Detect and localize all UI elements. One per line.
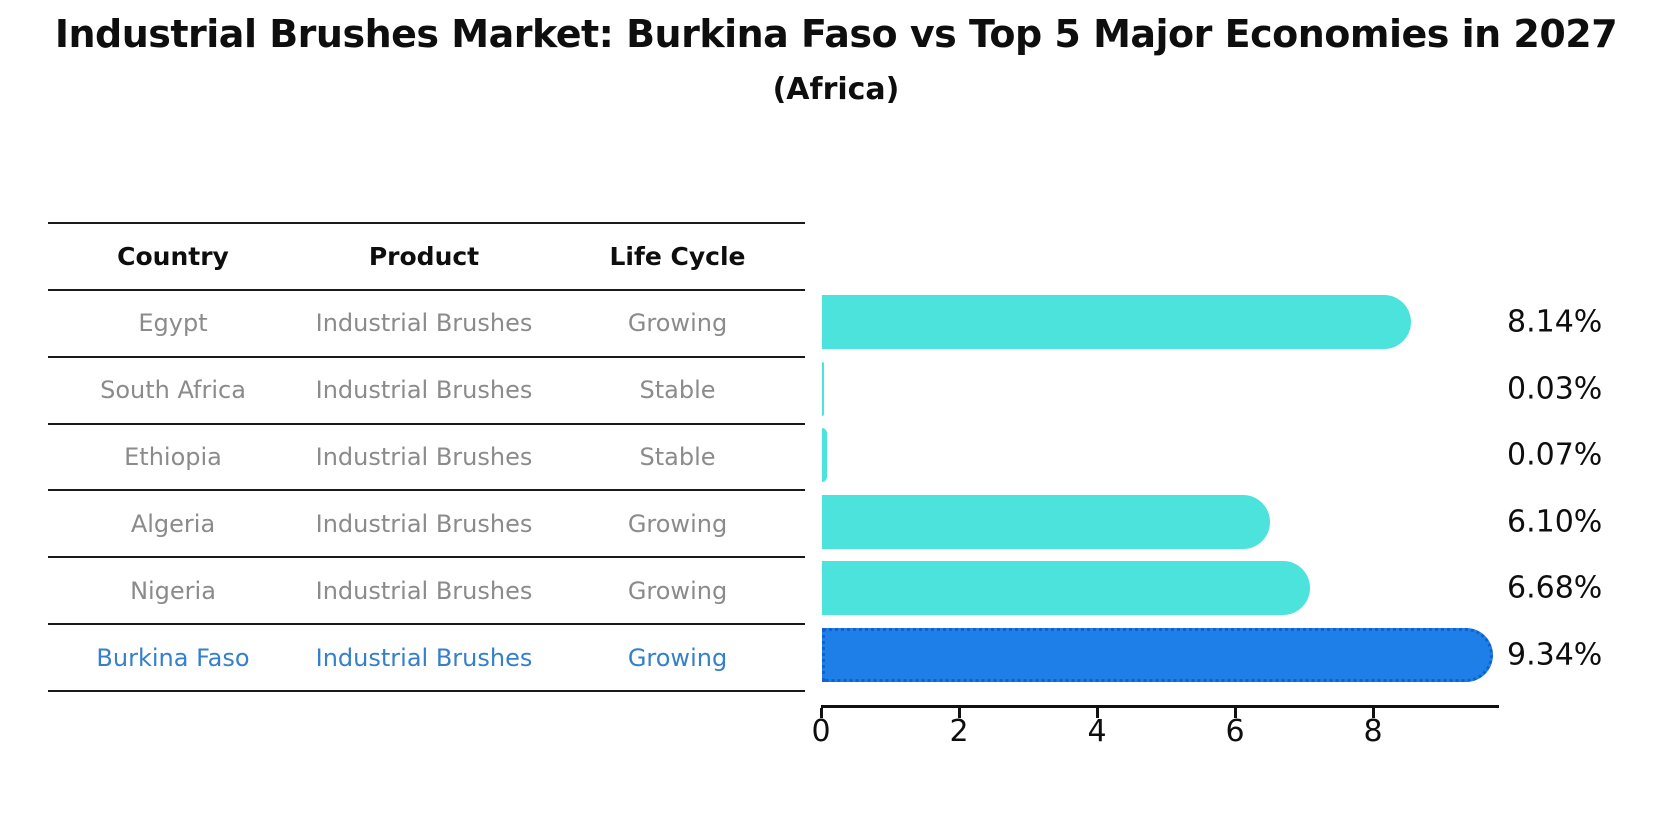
x-axis-tick-label: 6	[1225, 714, 1245, 749]
x-axis-line	[821, 705, 1499, 708]
life-cycle-cell: Growing	[627, 509, 728, 538]
table-row-ethiopia: Ethiopia Industrial Brushes Stable	[48, 422, 805, 490]
column-header-product: Product	[368, 241, 480, 271]
x-axis-tick	[819, 708, 823, 718]
bar-algeria	[822, 494, 1270, 549]
bar-value-label: 6.10%	[1507, 504, 1603, 539]
product-cell: Industrial Brushes	[315, 376, 533, 405]
table-row-nigeria: Nigeria Industrial Brushes Growing	[48, 556, 805, 623]
product-cell: Industrial Brushes	[315, 443, 533, 471]
bar-value-label: 0.07%	[1507, 437, 1603, 473]
country-cell: Egypt	[138, 309, 208, 338]
country-cell: Algeria	[130, 509, 216, 538]
x-axis-tick	[1371, 708, 1375, 718]
life-cycle-cell: Growing	[627, 643, 728, 672]
bar-value-label: 8.14%	[1507, 304, 1603, 340]
country-table: Country Product Life Cycle Egypt Industr…	[48, 222, 805, 692]
x-axis-tick	[1095, 708, 1099, 718]
country-cell: Burkina Faso	[96, 643, 250, 672]
bar-egypt	[822, 295, 1411, 349]
life-cycle-cell: Growing	[627, 576, 728, 605]
x-axis-tick-label: 0	[811, 714, 831, 749]
bar-value-label: 9.34%	[1507, 637, 1603, 673]
bar-south-africa	[822, 361, 825, 416]
table-row-egypt: Egypt Industrial Brushes Growing	[48, 288, 805, 356]
chart-title: Industrial Brushes Market: Burkina Faso …	[54, 12, 1618, 56]
country-cell: Ethiopia	[124, 443, 222, 471]
table-header-row: Country Product Life Cycle	[48, 222, 805, 289]
bar-nigeria	[822, 560, 1310, 615]
country-cell: Nigeria	[130, 576, 216, 605]
chart-subtitle: (Africa)	[772, 72, 900, 107]
x-axis-tick-label: 2	[949, 714, 969, 749]
table-row-south-africa: South Africa Industrial Brushes Stable	[48, 355, 805, 423]
table-row-burkina-faso: Burkina Faso Industrial Brushes Growing	[48, 623, 805, 690]
life-cycle-cell: Stable	[639, 376, 716, 405]
bar-value-label: 0.03%	[1507, 371, 1603, 406]
column-header-country: Country	[117, 241, 229, 271]
x-axis-tick	[957, 708, 961, 718]
column-header-life-cycle: Life Cycle	[609, 241, 746, 271]
bar-burkina-faso	[822, 628, 1494, 682]
country-cell: South Africa	[100, 376, 246, 405]
table-row-algeria: Algeria Industrial Brushes Growing	[48, 489, 805, 556]
bar-value-label: 6.68%	[1507, 570, 1603, 605]
life-cycle-cell: Growing	[627, 309, 728, 338]
x-axis-tick-label: 4	[1087, 714, 1107, 749]
product-cell: Industrial Brushes	[315, 509, 533, 538]
product-cell: Industrial Brushes	[315, 309, 533, 338]
product-cell: Industrial Brushes	[315, 576, 533, 605]
product-cell: Industrial Brushes	[315, 643, 533, 672]
bar-ethiopia	[822, 428, 827, 482]
life-cycle-cell: Stable	[639, 443, 716, 471]
x-axis-tick	[1233, 708, 1237, 718]
x-axis-tick-label: 8	[1363, 714, 1383, 749]
